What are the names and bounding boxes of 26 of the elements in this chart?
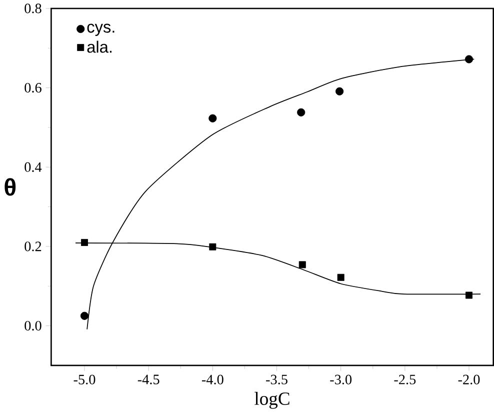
point [208,114,217,122]
point [298,261,306,268]
point [336,87,344,96]
point [81,238,88,246]
x-axis-title: logC [254,392,290,409]
x-tick-label: -2.0 [458,374,480,384]
y-axis-title: θ [4,178,16,196]
x-tick-label: -5.0 [74,374,96,384]
x-tick-label: -3.0 [330,374,352,384]
x-tick-label: -4.0 [202,374,224,384]
x-tick-label: -4.5 [138,374,160,384]
point [337,274,344,281]
y-tick-label: 0.4 [24,162,42,172]
point [209,243,216,250]
y-tick-label: 0.8 [24,3,42,14]
y-tick-label: 0.6 [24,82,42,92]
x-tick-label: -2.5 [394,374,416,384]
point [297,108,306,116]
y-tick-label: 0.0 [24,320,42,330]
legend-label: cys. [87,24,114,36]
legend-label: ala. [87,40,112,53]
point [464,54,474,64]
point [465,292,472,299]
point [80,312,89,320]
x-tick-label: -3.5 [266,374,288,384]
y-tick-label: 0.2 [24,241,42,252]
